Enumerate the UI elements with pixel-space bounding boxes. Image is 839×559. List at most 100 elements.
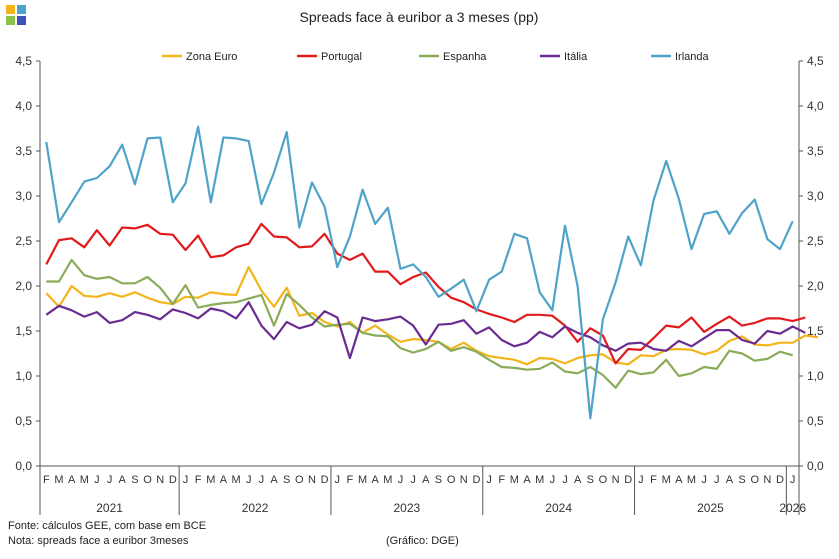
x-month-label: J [259,474,265,486]
series-line-italia [45,301,806,360]
x-year-label: 2023 [393,501,420,515]
x-month-label: J [701,474,707,486]
x-month-label: M [687,474,696,486]
line-chart: Spreads face à euribor a 3 meses (pp) Zo… [15,9,824,515]
y-tick-label-right: 1,5 [807,324,824,338]
x-month-label: A [422,474,430,486]
y-tick-label-right: 2,5 [807,234,824,248]
y-tick-label-right: 0,5 [807,414,824,428]
x-month-label: A [523,474,531,486]
x-month-label: A [726,474,734,486]
x-month-label: M [206,474,215,486]
x-month-label: M [535,474,544,486]
x-month-label: J [246,474,252,486]
chart-credit: (Gráfico: DGE) [386,535,459,547]
x-month-label: A [675,474,683,486]
y-axis-right: 0,0 0,5 1,0 1,5 2,0 2,5 3,0 3,5 4,0 4,5 [798,54,824,473]
x-month-label: F [43,474,50,486]
x-month-label: D [624,474,632,486]
x-month-label: O [750,474,759,486]
chart-legend: Zona Euro Portugal Espanha Itália Irlanda [162,51,710,63]
x-month-label: N [156,474,164,486]
x-month-label: O [599,474,608,486]
y-tick-label-right: 4,5 [807,54,824,68]
x-month-label: A [68,474,76,486]
series-line-portugal [45,222,806,365]
x-month-label: J [183,474,189,486]
x-month-label: M [383,474,392,486]
x-year-label: 2026 [779,501,806,515]
x-month-label: M [231,474,240,486]
x-month-label: F [347,474,354,486]
x-month-label: A [574,474,582,486]
logo-square-br [17,16,26,25]
x-month-label: A [119,474,127,486]
x-month-label: J [638,474,644,486]
x-month-label: S [435,474,442,486]
x-month-label: J [94,474,100,486]
chart-series [45,125,819,420]
series-line-irlanda [45,125,794,420]
x-year-label: 2022 [242,501,269,515]
x-year-label: 2021 [96,501,123,515]
logo-square-tl [6,5,15,14]
y-tick-label-left: 1,0 [15,369,32,383]
chart-title: Spreads face à euribor a 3 meses (pp) [300,9,539,25]
y-tick-label-left: 2,0 [15,279,32,293]
x-month-label: N [460,474,468,486]
x-month-label: J [107,474,113,486]
x-month-label: J [335,474,341,486]
x-month-label: S [587,474,594,486]
y-tick-label-left: 3,0 [15,189,32,203]
x-month-label: M [510,474,519,486]
x-month-label: N [308,474,316,486]
legend-label: Zona Euro [186,51,237,63]
y-tick-label-left: 0,5 [15,414,32,428]
y-tick-label-left: 4,0 [15,99,32,113]
y-tick-label-left: 2,5 [15,234,32,248]
x-month-label: A [270,474,278,486]
y-tick-label-right: 3,5 [807,144,824,158]
x-month-label: O [295,474,304,486]
legend-label: Espanha [443,51,487,63]
x-month-label: D [472,474,480,486]
x-year-label: 2025 [697,501,724,515]
x-month-label: A [372,474,380,486]
x-month-label: J [790,474,796,486]
y-tick-label-right: 0,0 [807,459,824,473]
y-tick-label-right: 1,0 [807,369,824,383]
x-month-label: J [486,474,492,486]
x-month-label: M [54,474,63,486]
x-month-label: N [763,474,771,486]
x-month-label: N [612,474,620,486]
x-month-label: S [131,474,138,486]
x-month-label: J [714,474,720,486]
x-month-label: A [220,474,228,486]
y-tick-label-right: 4,0 [807,99,824,113]
y-axis-left: 0,0 0,5 1,0 1,5 2,0 2,5 3,0 3,5 4,0 4,5 [15,54,41,473]
y-tick-label-right: 3,0 [807,189,824,203]
x-month-label: S [738,474,745,486]
x-month-label: D [169,474,177,486]
x-month-label: O [447,474,456,486]
x-month-label: D [321,474,329,486]
y-tick-label-left: 0,0 [15,459,32,473]
x-month-label: O [143,474,152,486]
y-tick-label-left: 4,5 [15,54,32,68]
legend-label: Irlanda [675,51,710,63]
x-month-label: J [398,474,404,486]
legend-label: Itália [564,51,588,63]
footnote: Nota: spreads face a euribor 3meses [8,535,189,547]
x-month-label: J [550,474,556,486]
source-note: Fonte: cálculos GEE, com base em BCE [8,520,207,532]
logo-square-bl [6,16,15,25]
y-tick-label-left: 1,5 [15,324,32,338]
series-line-espanha [46,258,794,389]
x-month-label: M [80,474,89,486]
x-month-label: F [195,474,202,486]
x-month-label: F [650,474,657,486]
x-year-label: 2024 [545,501,572,515]
series-line-zona-euro [45,266,819,366]
y-tick-label-left: 3,5 [15,144,32,158]
